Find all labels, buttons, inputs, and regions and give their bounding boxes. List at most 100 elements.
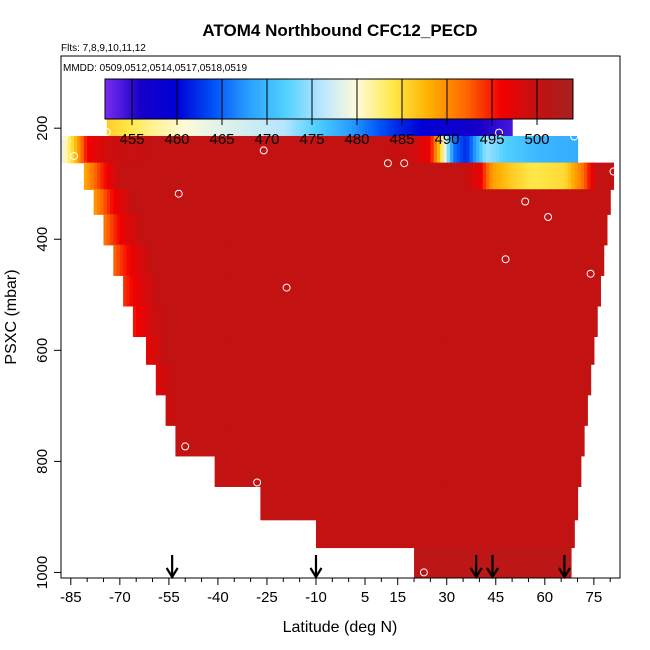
flight-point: [181, 442, 190, 451]
heatmap-cell: [188, 110, 193, 137]
heatmap-cell: [165, 214, 170, 246]
heatmap-cell: [185, 214, 190, 246]
heatmap-cell: [544, 547, 549, 578]
heatmap-cell: [342, 214, 346, 246]
heatmap-cell: [165, 162, 170, 190]
heatmap-cell: [358, 162, 363, 190]
heatmap-cell: [381, 394, 386, 426]
heatmap-cell: [472, 244, 477, 276]
heatmap-cell: [230, 244, 235, 276]
heatmap-cell: [499, 486, 503, 521]
heatmap-cell: [459, 394, 464, 426]
heatmap-cell: [211, 189, 216, 215]
flight-arrows: [165, 555, 571, 580]
heatmap-cell: [567, 244, 572, 276]
heatmap-cell: [443, 162, 448, 190]
heatmap-cell: [469, 305, 474, 338]
heatmap-cell: [266, 394, 271, 426]
heatmap-cell: [181, 244, 186, 276]
heatmap-cell: [283, 455, 288, 487]
heatmap-cell: [384, 394, 389, 426]
colorbar-segment: [568, 79, 572, 119]
heatmap-cell: [132, 162, 137, 190]
y-tick-label: 600: [34, 338, 51, 363]
heatmap-cell: [217, 364, 222, 396]
colorbar-segment: [301, 79, 305, 119]
heatmap-cell: [420, 336, 425, 365]
heatmap-cell: [423, 135, 428, 164]
heatmap-cell: [172, 135, 177, 164]
heatmap-cell: [217, 244, 222, 276]
heatmap-cell: [436, 364, 441, 396]
heatmap-cell: [191, 305, 196, 338]
heatmap-cell: [276, 336, 281, 365]
colorbar-segment: [105, 79, 108, 119]
heatmap-cell: [391, 275, 396, 307]
heatmap-cell: [450, 275, 454, 307]
heatmap-cell: [145, 214, 150, 246]
heatmap-cell: [312, 110, 317, 137]
heatmap-cell: [374, 455, 379, 487]
heatmap-cell: [430, 336, 435, 365]
heatmap-cell: [237, 214, 242, 246]
heatmap-cell: [201, 394, 206, 426]
heatmap-cell: [397, 305, 402, 338]
colorbar-tick-label: 495: [479, 131, 504, 148]
heatmap-cell: [319, 519, 324, 549]
heatmap-cell: [155, 214, 160, 246]
colorbar-segment: [214, 79, 218, 119]
heatmap-cell: [479, 519, 484, 549]
colorbar-segment: [516, 79, 520, 119]
heatmap-cell: [165, 305, 170, 338]
colorbar-segment: [399, 79, 403, 119]
heatmap-cell: [489, 486, 494, 521]
heatmap-cell: [306, 336, 311, 365]
heatmap-cell: [319, 162, 324, 190]
heatmap-cell: [436, 244, 441, 276]
heatmap-cell: [211, 244, 216, 276]
heatmap-cell: [378, 336, 382, 365]
colorbar-segment: [289, 79, 293, 119]
heatmap-cell: [338, 189, 343, 215]
heatmap-cell: [554, 162, 559, 190]
colorbar-segment: [402, 79, 406, 119]
heatmap-cell: [191, 275, 196, 307]
heatmap-cell: [479, 244, 484, 276]
heatmap-cell: [580, 364, 585, 396]
heatmap-cell: [531, 305, 536, 338]
colorbar-segment: [207, 79, 211, 119]
colorbar-segment: [484, 79, 487, 119]
colorbar-segment: [434, 79, 438, 119]
heatmap-cell: [414, 455, 418, 487]
heatmap-cell: [407, 162, 412, 190]
heatmap-cell: [129, 189, 134, 215]
heatmap-cell: [198, 214, 203, 246]
heatmap-cell: [446, 305, 451, 338]
heatmap-cell: [286, 214, 291, 246]
heatmap-cell: [371, 135, 376, 164]
heatmap-cell: [315, 455, 320, 487]
heatmap-cell: [430, 519, 435, 549]
heatmap-cell: [430, 394, 435, 426]
heatmap-cell: [525, 162, 530, 190]
heatmap-cell: [191, 214, 196, 246]
heatmap-cell: [142, 305, 147, 338]
heatmap-cell: [208, 305, 212, 338]
heatmap-cell: [384, 162, 389, 190]
colorbar-segment: [177, 79, 181, 119]
heatmap-cell: [260, 425, 265, 457]
heatmap-cell: [208, 425, 212, 457]
heatmap-cell: [482, 135, 487, 164]
heatmap-cell: [436, 214, 441, 246]
colorbar-segment: [151, 79, 155, 119]
heatmap-cell: [142, 162, 147, 190]
heatmap-cell: [302, 214, 307, 246]
heatmap-cell: [570, 486, 575, 521]
heatmap-cell: [489, 336, 494, 365]
heatmap-cell: [400, 486, 405, 521]
heatmap-cell: [492, 455, 497, 487]
heatmap-cell: [198, 364, 203, 396]
heatmap-cell: [456, 394, 461, 426]
heatmap-cell: [227, 275, 232, 307]
heatmap-cell: [237, 336, 242, 365]
